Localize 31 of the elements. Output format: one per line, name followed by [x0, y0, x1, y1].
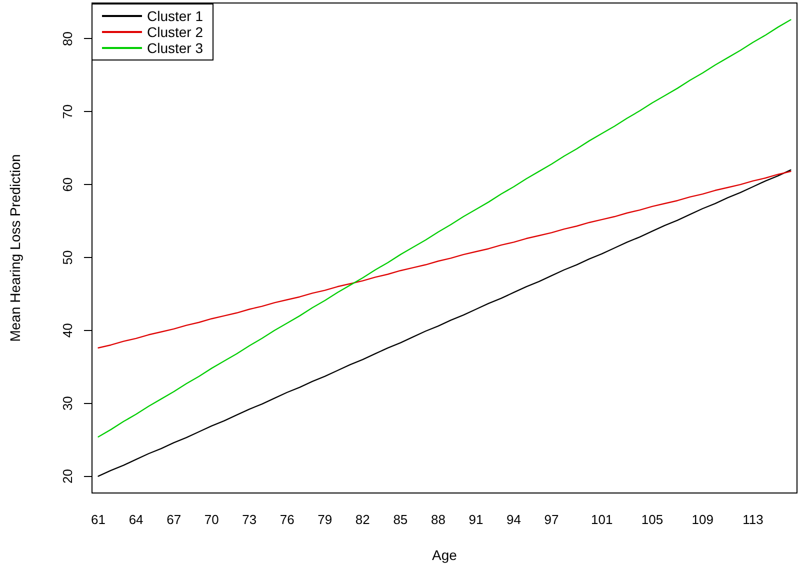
x-tick-label: 94: [506, 512, 521, 527]
y-tick-label: 30: [60, 396, 75, 411]
y-tick-label: 60: [60, 177, 75, 192]
y-tick-label: 40: [60, 323, 75, 338]
x-tick-label: 91: [468, 512, 484, 527]
y-tick-label: 70: [60, 104, 75, 119]
x-tick-label: 85: [393, 512, 408, 527]
x-tick-label: 101: [591, 512, 613, 527]
x-tick-label: 73: [242, 512, 257, 527]
x-tick-label: 79: [318, 512, 332, 527]
line-series: [98, 169, 792, 477]
legend-label: Cluster 3: [147, 40, 204, 56]
x-tick-label: 109: [692, 512, 714, 527]
y-tick-label: 20: [60, 468, 75, 484]
legend-label: Cluster 2: [147, 24, 204, 40]
line-series: [98, 170, 792, 348]
legend-label: Cluster 1: [147, 8, 204, 24]
x-tick-label: 113: [742, 512, 764, 527]
x-tick-label: 70: [204, 512, 219, 527]
y-tick-label: 50: [60, 250, 75, 265]
x-tick-label: 82: [355, 512, 370, 527]
y-axis-title: Mean Hearing Loss Prediction: [7, 154, 23, 342]
x-tick-label: 61: [91, 512, 106, 527]
y-tick-label: 80: [60, 31, 75, 46]
x-tick-label: 88: [430, 512, 446, 527]
x-tick-label: 105: [641, 512, 664, 527]
x-tick-label: 67: [166, 512, 182, 527]
x-axis-title: Age: [432, 547, 458, 563]
x-tick-label: 64: [128, 512, 144, 527]
x-tick-label: 97: [544, 512, 559, 527]
x-tick-label: 76: [280, 512, 294, 527]
